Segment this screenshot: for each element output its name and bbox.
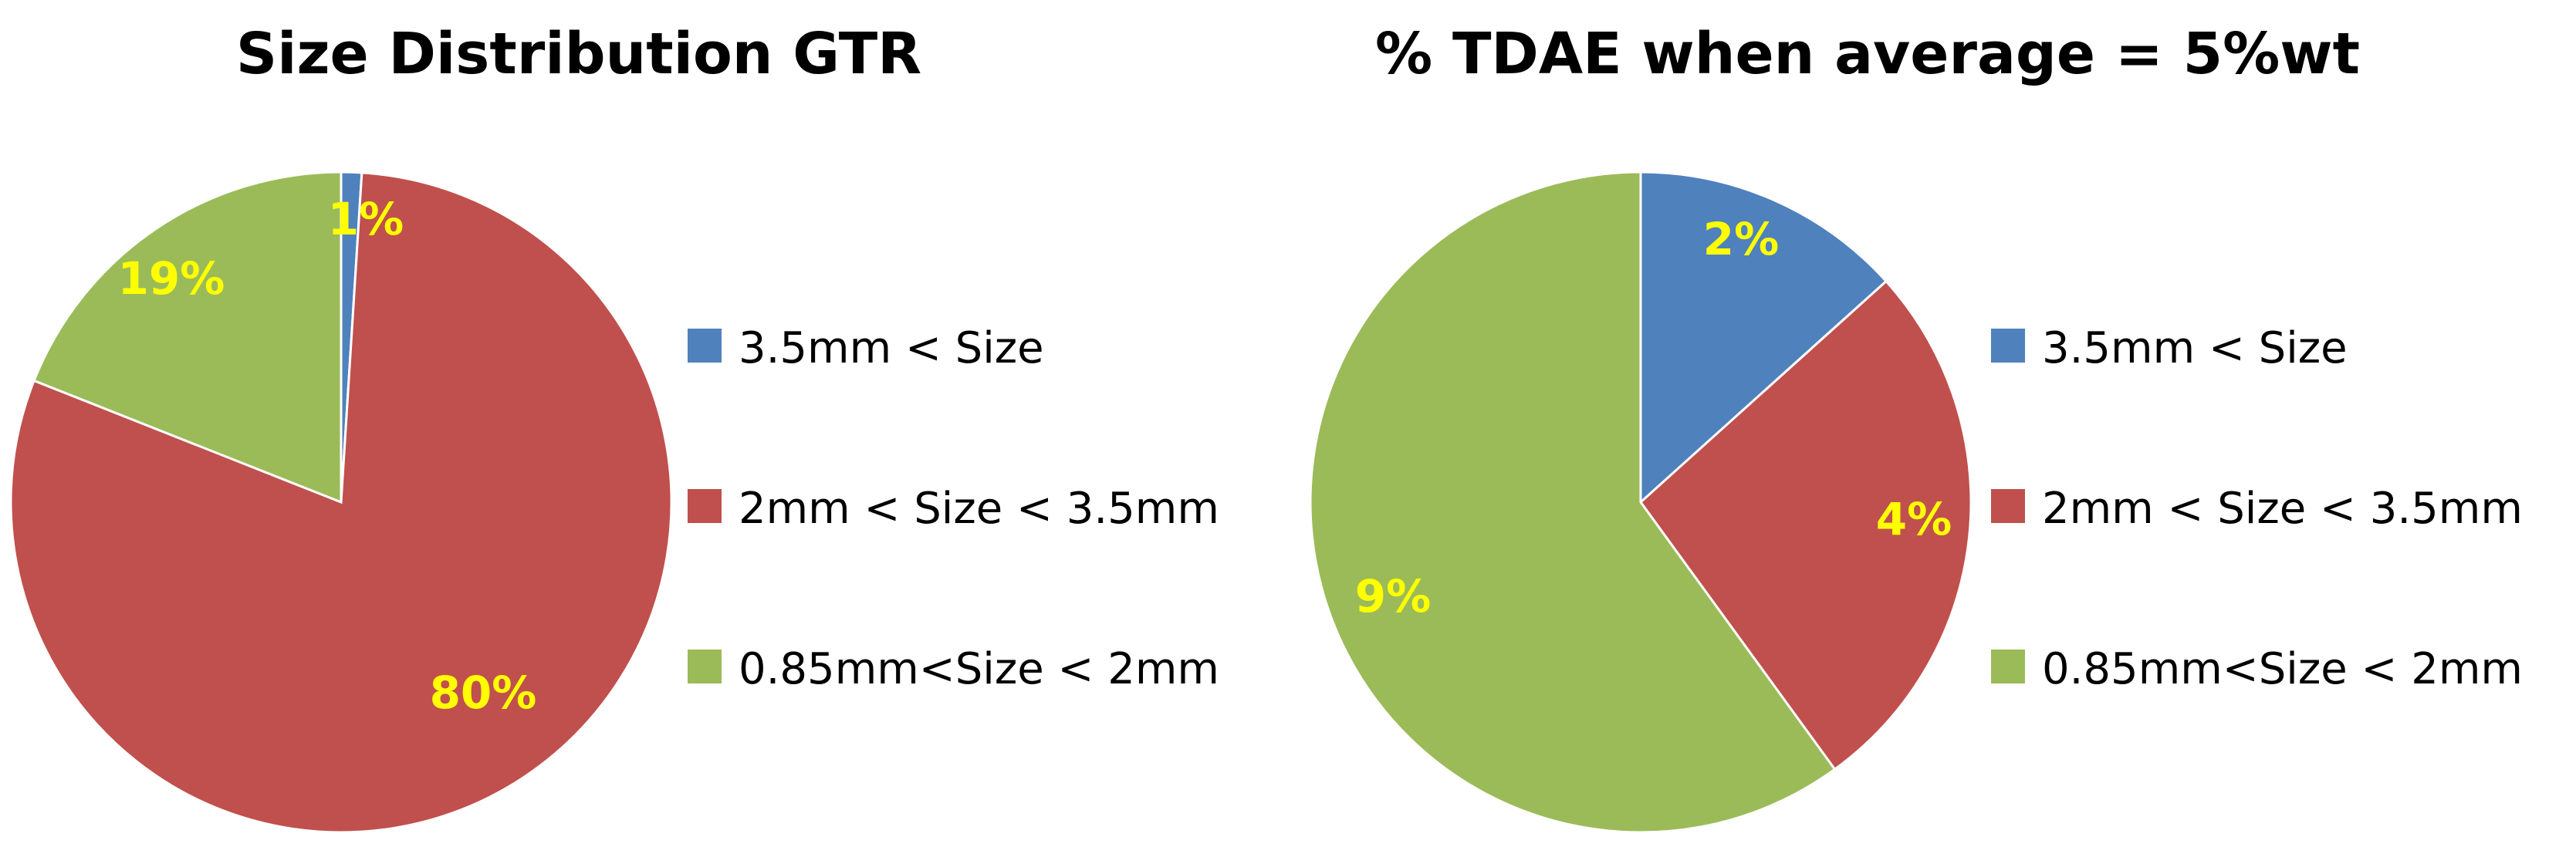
data-label-green: 19% xyxy=(118,252,225,305)
pie-slice-blue xyxy=(1639,170,1888,505)
chart-1-slices xyxy=(9,170,673,834)
data-label-red: 80% xyxy=(430,666,537,719)
pie-slice-red xyxy=(1638,279,1973,771)
legend-label-green: 0.85mm<Size < 2mm xyxy=(739,644,1219,694)
chart-2-slices xyxy=(1309,170,1973,834)
chart-2-data-labels: 2% 4% 9% xyxy=(1355,213,1952,623)
pie-chart-1: Size Distribution GTR 1% 80% 19% 3.5mm < S… xyxy=(9,21,1219,834)
legend-swatch-blue xyxy=(688,329,722,363)
legend-label-green: 0.85mm<Size < 2mm xyxy=(2042,644,2523,694)
data-label-red: 4% xyxy=(1876,493,1952,545)
pie-slice-green xyxy=(32,170,343,504)
chart-2-title: % TDAE when average = 5%wt xyxy=(1375,21,2360,87)
legend-label-blue: 3.5mm < Size xyxy=(2042,323,2348,373)
legend-label-red: 2mm < Size < 3.5mm xyxy=(2042,484,2523,534)
legend-swatch-blue xyxy=(1991,329,2025,363)
pie-chart-2: % TDAE when average = 5%wt 2% 4% 9% 3.5mm … xyxy=(1309,21,2523,834)
chart-1-legend: 3.5mm < Size 2mm < Size < 3.5mm 0.85mm<Siz… xyxy=(688,323,1219,694)
legend-swatch-red xyxy=(1991,489,2025,523)
chart-1-title: Size Distribution GTR xyxy=(236,21,921,87)
data-label-green: 9% xyxy=(1355,570,1431,623)
data-label-blue: 1% xyxy=(328,193,404,245)
legend-swatch-green xyxy=(1991,650,2025,683)
legend-swatch-green xyxy=(688,650,722,683)
data-label-blue: 2% xyxy=(1703,213,1779,265)
chart-1-data-labels: 1% 80% 19% xyxy=(118,193,537,719)
legend-swatch-red xyxy=(688,489,722,523)
chart-2-legend: 3.5mm < Size 2mm < Size < 3.5mm 0.85mm<Siz… xyxy=(1991,323,2523,694)
legend-label-blue: 3.5mm < Size xyxy=(739,323,1044,373)
pie-slice-green xyxy=(1309,170,1837,834)
legend-label-red: 2mm < Size < 3.5mm xyxy=(739,484,1219,534)
